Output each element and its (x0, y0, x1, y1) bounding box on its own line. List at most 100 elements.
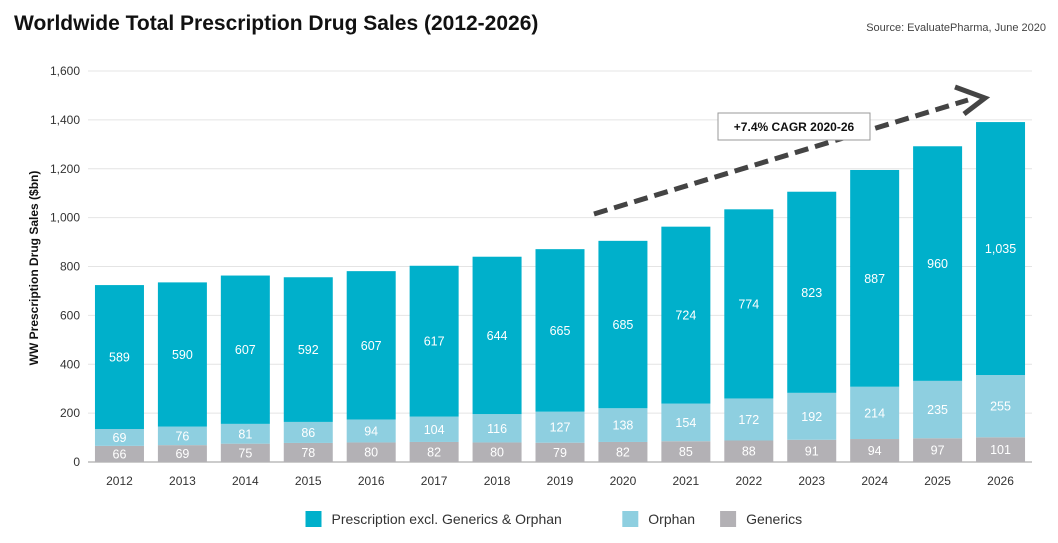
bar-segment-prescription-excl-generics-orphan-2022 (724, 209, 774, 399)
bar-segment-orphan-2012 (94, 429, 144, 446)
data-label: 79 (553, 446, 567, 460)
bar-segment-orphan-2026 (976, 375, 1026, 438)
bar-segment-orphan-2022 (724, 398, 774, 441)
bar-segment-prescription-excl-generics-orphan-2020 (598, 240, 648, 409)
data-label: 97 (931, 444, 945, 458)
legend-swatch (622, 511, 639, 527)
x-tick-label: 2014 (232, 474, 259, 488)
bar-segment-generics-2020 (598, 441, 648, 462)
bar-segment-prescription-excl-generics-orphan-2012 (94, 285, 144, 430)
legend-label: Prescription excl. Generics & Orphan (332, 511, 562, 527)
data-label: 69 (175, 447, 189, 461)
data-label: 80 (364, 446, 378, 460)
bar-segment-prescription-excl-generics-orphan-2025 (913, 146, 963, 381)
bar-segment-prescription-excl-generics-orphan-2024 (850, 169, 900, 387)
bar-segment-prescription-excl-generics-orphan-2016 (346, 271, 396, 420)
legend-label: Orphan (648, 511, 695, 527)
x-tick-label: 2017 (421, 474, 448, 488)
bar-segment-orphan-2021 (661, 403, 711, 442)
x-tick-label: 2013 (169, 474, 196, 488)
y-axis-ticks: 0 200 400 600 800 1,000 1,200 1,400 1,600 (50, 64, 80, 469)
x-tick-label: 2022 (735, 474, 762, 488)
y-tick-label: 200 (60, 406, 80, 420)
chart-title: Worldwide Total Prescription Drug Sales … (14, 12, 539, 35)
x-tick-label: 2023 (798, 474, 825, 488)
data-label: 887 (864, 272, 885, 286)
bar-segment-prescription-excl-generics-orphan-2017 (409, 265, 459, 417)
data-label: 617 (424, 335, 445, 349)
y-tick-label: 0 (73, 455, 80, 469)
data-label: 255 (990, 400, 1011, 414)
data-label: 235 (927, 403, 948, 417)
data-label: 104 (424, 423, 445, 437)
legend-swatch (720, 511, 737, 527)
y-tick-label: 600 (60, 308, 80, 322)
data-label: 75 (238, 446, 252, 460)
x-tick-label: 2026 (987, 474, 1014, 488)
data-label: 644 (487, 329, 508, 343)
data-label: 774 (738, 297, 759, 311)
bars: 66 69 589 69 76 590 75 81 607 78 86 592 80 94 607 82 104… (94, 122, 1026, 462)
data-label: 724 (675, 309, 696, 323)
x-tick-label: 2019 (547, 474, 574, 488)
data-label: 823 (801, 286, 822, 300)
y-tick-label: 1,400 (50, 113, 80, 127)
bar-segment-prescription-excl-generics-orphan-2013 (157, 282, 207, 427)
bar-segment-orphan-2025 (913, 380, 963, 439)
x-axis-ticks: 2012 2013 2014 2015 2016 2017 2018 2019 2020 2021… (106, 474, 1014, 488)
data-label: 66 (113, 447, 127, 461)
bar-segment-generics-2015 (283, 442, 333, 462)
x-tick-label: 2012 (106, 474, 133, 488)
bar-segment-orphan-2014 (220, 423, 270, 444)
y-axis-label: WW Prescription Drug Sales ($bn) (27, 171, 41, 366)
bar-segment-generics-2013 (157, 445, 207, 462)
bar-segment-generics-2021 (661, 441, 711, 462)
bar-segment-prescription-excl-generics-orphan-2026 (976, 122, 1026, 376)
bar-segment-orphan-2020 (598, 408, 648, 442)
bar-segment-orphan-2016 (346, 419, 396, 443)
data-label: 665 (550, 324, 571, 338)
data-label: 685 (613, 318, 634, 332)
cagr-label: +7.4% CAGR 2020-26 (734, 120, 855, 134)
bar-segment-orphan-2015 (283, 421, 333, 443)
x-tick-label: 2024 (861, 474, 888, 488)
data-label: 1,035 (985, 242, 1016, 256)
data-label: 91 (805, 444, 819, 458)
data-label: 78 (301, 446, 315, 460)
data-label: 589 (109, 351, 130, 365)
data-label: 138 (613, 419, 634, 433)
bar-segment-orphan-2019 (535, 411, 585, 443)
bar-segment-generics-2025 (913, 438, 963, 462)
x-tick-label: 2015 (295, 474, 322, 488)
bar-segment-orphan-2018 (472, 414, 522, 443)
data-label: 172 (738, 413, 759, 427)
bar-segment-prescription-excl-generics-orphan-2015 (283, 277, 333, 422)
x-tick-label: 2021 (673, 474, 700, 488)
data-label: 116 (487, 422, 507, 436)
data-label: 69 (113, 431, 127, 445)
data-label: 592 (298, 343, 319, 357)
data-label: 86 (301, 426, 315, 440)
source-note: Source: EvaluatePharma, June 2020 (866, 22, 1046, 34)
data-label: 80 (490, 446, 504, 460)
bar-segment-orphan-2017 (409, 416, 459, 442)
data-label: 607 (235, 343, 256, 357)
bar-segment-prescription-excl-generics-orphan-2023 (787, 191, 837, 393)
bar-segment-generics-2012 (94, 445, 144, 462)
x-tick-label: 2020 (610, 474, 637, 488)
data-label: 590 (172, 348, 193, 362)
data-label: 214 (864, 406, 885, 420)
data-label: 94 (364, 424, 378, 438)
y-tick-label: 1,000 (50, 211, 80, 225)
bar-segment-prescription-excl-generics-orphan-2014 (220, 275, 270, 424)
bar-segment-generics-2014 (220, 443, 270, 462)
data-label: 960 (927, 257, 948, 271)
bar-segment-prescription-excl-generics-orphan-2019 (535, 249, 585, 412)
data-label: 85 (679, 445, 693, 459)
bar-segment-generics-2018 (472, 442, 522, 462)
y-tick-label: 1,200 (50, 162, 80, 176)
bar-segment-generics-2016 (346, 442, 396, 462)
data-label: 154 (675, 416, 696, 430)
bar-segment-prescription-excl-generics-orphan-2018 (472, 256, 522, 415)
